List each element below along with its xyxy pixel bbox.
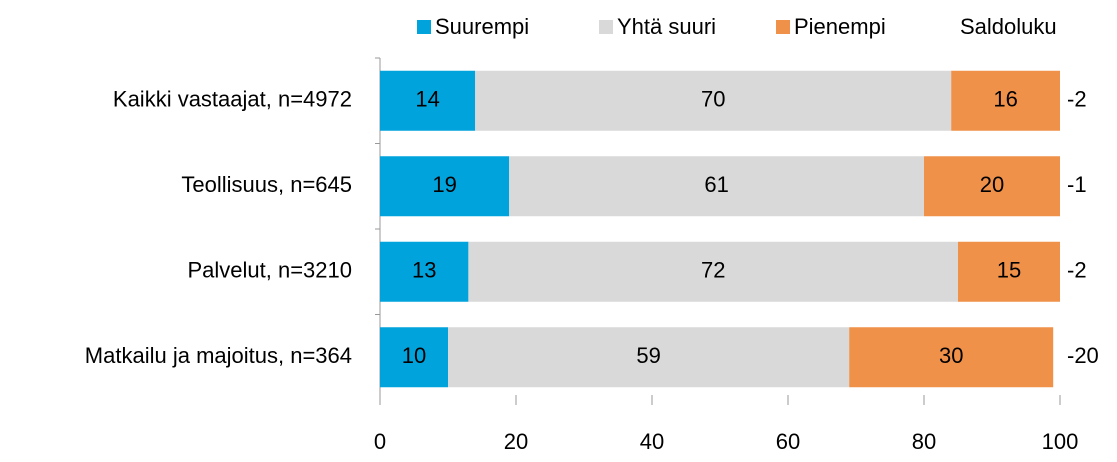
data-label: 59 [636,343,660,368]
bar-segment [509,156,924,217]
x-tick-label: 80 [912,429,936,454]
data-label: 19 [432,172,456,197]
data-label: 20 [980,172,1004,197]
bar-segment [958,241,1060,302]
x-tick-label: 0 [374,429,386,454]
data-label: 14 [415,87,439,112]
y-tick-label: Palvelut, n=3210 [187,258,352,283]
legend-label: Pienempi [794,14,886,39]
data-label: 61 [704,172,728,197]
data-label: 72 [701,258,725,283]
legend-label: Yhtä suuri [617,14,716,39]
x-tick-label: 100 [1042,429,1079,454]
x-tick-label: 40 [640,429,664,454]
bar-segment [380,156,510,217]
data-label: 15 [997,258,1021,283]
legend-swatch [417,20,431,34]
balance-label: -20 [1067,343,1099,368]
bar-segment [924,156,1060,217]
bar-segment [448,327,850,388]
legend-label: Suurempi [435,14,529,39]
x-tick-label: 60 [776,429,800,454]
legend-swatch [776,20,790,34]
balance-header: Saldoluku [960,14,1057,39]
data-label: 13 [412,258,436,283]
data-label: 70 [701,87,725,112]
data-label: 16 [993,87,1017,112]
data-label: 30 [939,343,963,368]
bar-segment [380,241,469,302]
legend-swatch [599,20,613,34]
bar-segment [951,70,1060,131]
y-tick-label: Teollisuus, n=645 [181,172,352,197]
y-tick-label: Matkailu ja majoitus, n=364 [85,343,352,368]
balance-label: -2 [1067,258,1087,283]
data-label: 10 [402,343,426,368]
bar-segment [468,241,958,302]
balance-label: -1 [1067,172,1087,197]
bar-segment [380,327,448,388]
bar-segment [380,70,476,131]
bar-segment [849,327,1054,388]
bar-segment [475,70,952,131]
x-tick-label: 20 [504,429,528,454]
y-tick-label: Kaikki vastaajat, n=4972 [113,87,352,112]
balance-label: -2 [1067,87,1087,112]
